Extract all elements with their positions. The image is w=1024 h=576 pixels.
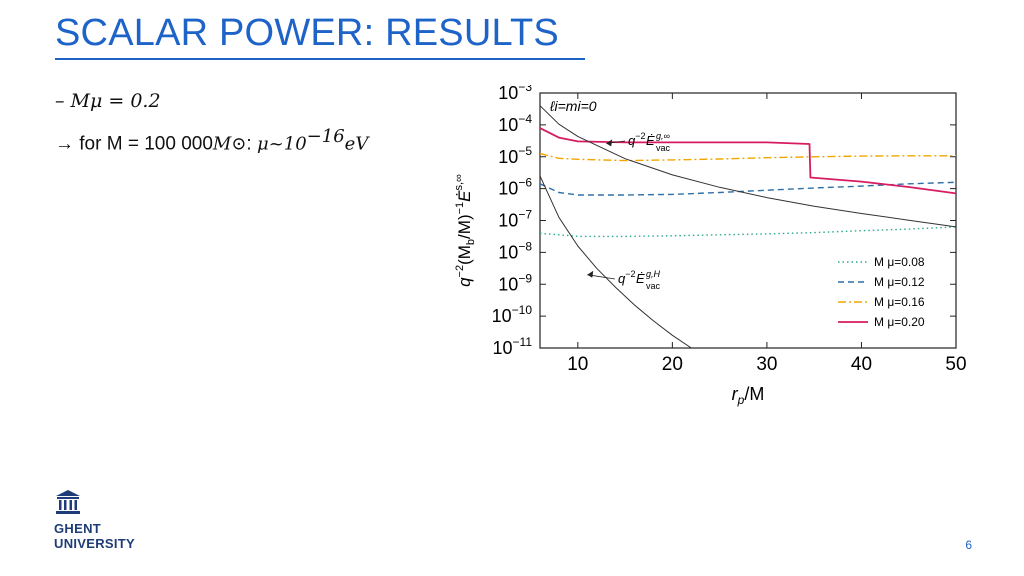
bullet-colon: :	[246, 133, 257, 155]
annotation-g-h-sup: g,H	[646, 269, 661, 279]
y-tick-label: 10−7	[498, 208, 532, 231]
bullet-prefix: → for M = 100 000	[55, 133, 213, 155]
plot-frame	[539, 92, 957, 349]
annotation-g-h-e: Ė	[636, 271, 645, 286]
y-tick-label: 10−5	[498, 144, 532, 167]
mu-unit: eV	[344, 133, 369, 155]
annotation-g-inf-sup: g,∞	[656, 131, 670, 141]
solar-mass-symbol: M⊙	[212, 133, 247, 155]
y-tick-label: 10−3	[498, 85, 532, 103]
slide-title: SCALAR POWER: RESULTS	[55, 12, 559, 54]
annotation-g-inf: q−2	[628, 131, 646, 148]
university-building-icon	[56, 490, 80, 514]
legend-label: M μ=0.08	[874, 255, 925, 269]
reference-curve	[540, 105, 956, 228]
reference-curve	[540, 175, 692, 348]
x-tick-label: 40	[851, 354, 872, 375]
y-tick-label: 10−11	[493, 335, 533, 358]
title-underline	[55, 58, 585, 60]
y-tick-label: 10−10	[492, 303, 533, 326]
corner-label: ℓi=mi=0	[549, 98, 597, 114]
mu-value: μ~10	[256, 133, 307, 155]
x-tick-label: 10	[567, 354, 588, 375]
bullet-mass-ratio: – Mμ = 0.2	[55, 90, 161, 112]
y-tick-label: 10−8	[498, 239, 532, 262]
y-axis-label: q−2(Mb/M)−1Ės,∞	[453, 174, 477, 287]
logo-text: GHENT UNIVERSITY	[54, 521, 135, 551]
annotation-g-inf-sub: vac	[656, 143, 671, 153]
mu-exponent: −16	[306, 126, 345, 147]
series-line	[540, 152, 956, 162]
series-line	[540, 127, 956, 195]
bullet-mass-estimate: → for M = 100 000M⊙: μ~10−16eV	[55, 126, 368, 155]
series-line	[540, 226, 956, 238]
series-line	[540, 181, 956, 196]
annotation-arrowhead	[606, 139, 613, 147]
x-axis-label: rp/M	[732, 384, 765, 407]
annotation-g-inf-e: Ė	[646, 133, 655, 148]
annotation-g-h-sub: vac	[646, 281, 661, 291]
annotation-g-h: q−2	[618, 269, 636, 286]
chart-svg: 10−3 10−4 10−5 10−6 10−7 10−8 10−9 10−10 10−11 10…	[453, 80, 967, 407]
legend-label: M μ=0.20	[874, 315, 925, 329]
y-tick-label: 10−9	[498, 271, 532, 294]
x-tick-label: 50	[945, 354, 966, 375]
page-number: 6	[965, 538, 972, 552]
legend-label: M μ=0.16	[874, 295, 925, 309]
y-tick-label: 10−4	[498, 112, 532, 135]
logo-line-2: UNIVERSITY	[54, 536, 136, 551]
y-tick-label: 10−6	[498, 176, 532, 199]
scalar-power-chart: 10−3 10−4 10−5 10−6 10−7 10−8 10−9 10−10 10−11 10…	[440, 80, 980, 415]
x-tick-label: 30	[756, 354, 777, 375]
logo-line-1: GHENT	[54, 521, 101, 536]
annotation-arrowhead	[587, 270, 594, 278]
x-tick-label: 20	[662, 354, 683, 375]
legend-label: M μ=0.12	[874, 275, 925, 289]
